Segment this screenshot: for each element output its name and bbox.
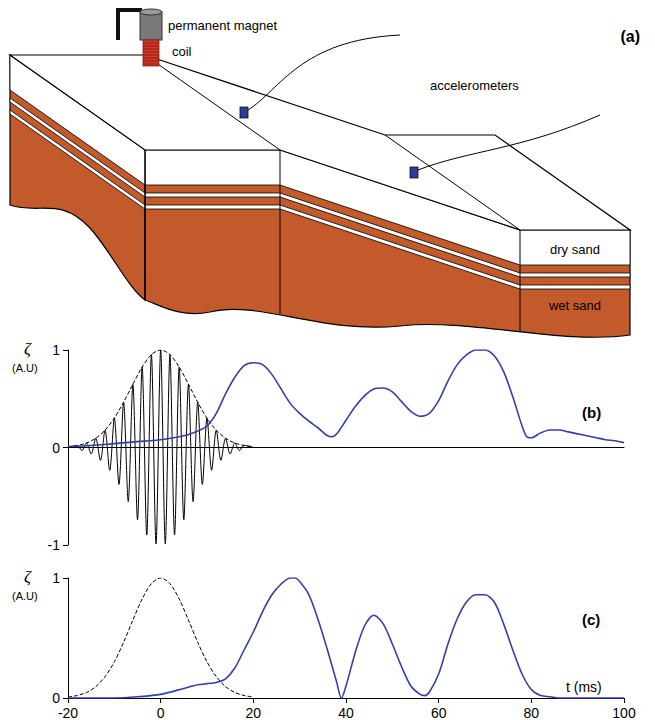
svg-text:dry sand: dry sand [550,242,600,257]
svg-text:(A.U): (A.U) [12,362,38,374]
svg-text:20: 20 [246,705,262,720]
svg-text:(a): (a) [620,28,640,45]
svg-text:accelerometers: accelerometers [430,78,519,93]
svg-text:ζ: ζ [24,567,32,586]
svg-text:0: 0 [52,440,60,456]
svg-text:-20: -20 [58,705,78,720]
svg-text:ζ: ζ [24,339,32,358]
svg-text:100: 100 [612,705,636,720]
svg-text:0: 0 [52,690,60,706]
svg-text:40: 40 [338,705,354,720]
svg-text:1: 1 [52,570,60,586]
svg-text:(b): (b) [582,404,601,421]
svg-text:0: 0 [157,705,165,720]
svg-text:(c): (c) [582,611,600,628]
svg-text:wet sand: wet sand [548,298,601,313]
svg-text:coil: coil [172,44,192,59]
svg-text:t (ms): t (ms) [566,679,602,695]
svg-text:80: 80 [524,705,540,720]
svg-text:60: 60 [431,705,447,720]
svg-text:(A.U): (A.U) [12,590,38,602]
svg-text:permanent magnet: permanent magnet [168,18,278,33]
svg-text:-1: -1 [48,537,61,553]
svg-text:1: 1 [52,342,60,358]
